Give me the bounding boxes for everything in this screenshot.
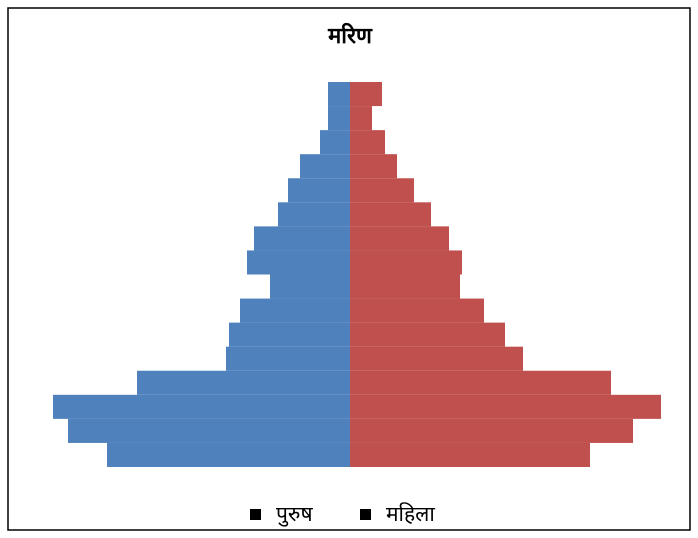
bar [350,226,449,251]
bar [229,322,350,347]
bar [288,178,350,203]
bar [350,322,505,347]
bar [240,298,350,323]
legend-label: पुरुष [276,502,313,527]
bar [328,106,350,131]
bar [350,154,397,179]
bar [350,394,661,419]
bar [350,106,372,131]
bar [300,154,350,179]
bar [350,178,414,203]
legend-label: महिला [386,502,435,526]
bar [350,442,590,467]
bar [278,202,350,227]
bar [350,418,633,443]
legend-swatch [250,509,261,520]
bar [350,298,484,323]
bar [350,346,523,371]
bar [350,202,431,227]
bar [254,226,350,251]
bar [328,82,350,107]
legend-swatch [360,509,371,520]
bar [350,274,460,299]
bar [320,130,350,155]
bar [350,250,462,275]
bar [350,82,382,107]
bar [350,130,385,155]
bar [53,394,350,419]
bar [68,418,350,443]
bar [137,370,350,395]
bar [226,346,350,371]
bar [247,250,350,275]
chart-title: मरिण [327,22,373,49]
bar [107,442,350,467]
bar [270,274,350,299]
bar [350,370,611,395]
